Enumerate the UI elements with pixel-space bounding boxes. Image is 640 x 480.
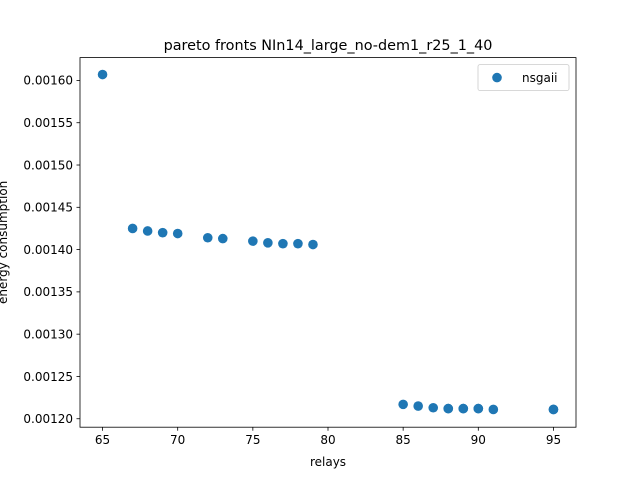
data-point-0-6	[217, 233, 228, 244]
data-point-0-8	[263, 238, 273, 248]
y-tick-label: 0.00145	[23, 201, 73, 215]
x-tick-label: 90	[471, 433, 486, 447]
data-point-0-0	[97, 69, 108, 80]
y-tick-label: 0.00150	[23, 158, 73, 172]
data-point-0-16	[443, 403, 454, 414]
x-tick-label: 65	[95, 433, 110, 447]
x-tick-label: 75	[245, 433, 260, 447]
data-point-0-20	[473, 403, 484, 414]
y-tick-label: 0.00125	[23, 370, 73, 384]
data-point-0-7	[248, 236, 258, 246]
data-point-0-21	[488, 404, 499, 415]
legend-box	[477, 64, 570, 91]
data-points	[97, 69, 559, 415]
x-axis-ticks: 65 70 75 80 85 90 95	[95, 427, 561, 447]
y-tick-label: 0.00140	[23, 243, 73, 257]
x-tick-label: 80	[320, 433, 335, 447]
legend-label: nsgaii	[522, 71, 558, 85]
x-tick-label: 95	[546, 433, 561, 447]
data-point-0-14	[428, 402, 439, 413]
x-tick-label: 85	[396, 433, 411, 447]
legend: nsgaii	[477, 64, 570, 91]
data-point-0-12	[398, 399, 408, 410]
x-axis-label: relays	[310, 455, 346, 469]
legend-marker	[492, 72, 502, 83]
y-tick-label: 0.00155	[23, 116, 73, 130]
x-tick-label: 70	[170, 433, 185, 447]
data-point-0-3	[157, 227, 168, 238]
data-point-0-2	[142, 226, 153, 236]
data-point-0-4	[172, 228, 183, 239]
data-point-0-23	[548, 404, 559, 415]
chart-title: pareto fronts NIn14_large_no-dem1_r25_1_…	[164, 38, 493, 54]
y-axis-label: energy consumption	[0, 181, 10, 304]
y-axis-ticks: 0.00120 0.00125 0.00130 0.00135 0.00140 0.001…	[23, 74, 80, 426]
y-tick-label: 0.00160	[23, 74, 73, 88]
plot-area-frame	[79, 57, 577, 428]
data-point-0-13	[413, 401, 423, 411]
data-point-0-10	[293, 238, 303, 249]
y-tick-label: 0.00120	[23, 412, 73, 426]
data-point-0-1	[127, 223, 138, 234]
data-point-0-5	[202, 232, 213, 243]
y-tick-label: 0.00135	[23, 285, 73, 299]
y-tick-label: 0.00130	[23, 327, 73, 341]
data-point-0-11	[308, 239, 318, 250]
data-point-0-9	[278, 238, 288, 249]
data-point-0-18	[458, 403, 469, 414]
